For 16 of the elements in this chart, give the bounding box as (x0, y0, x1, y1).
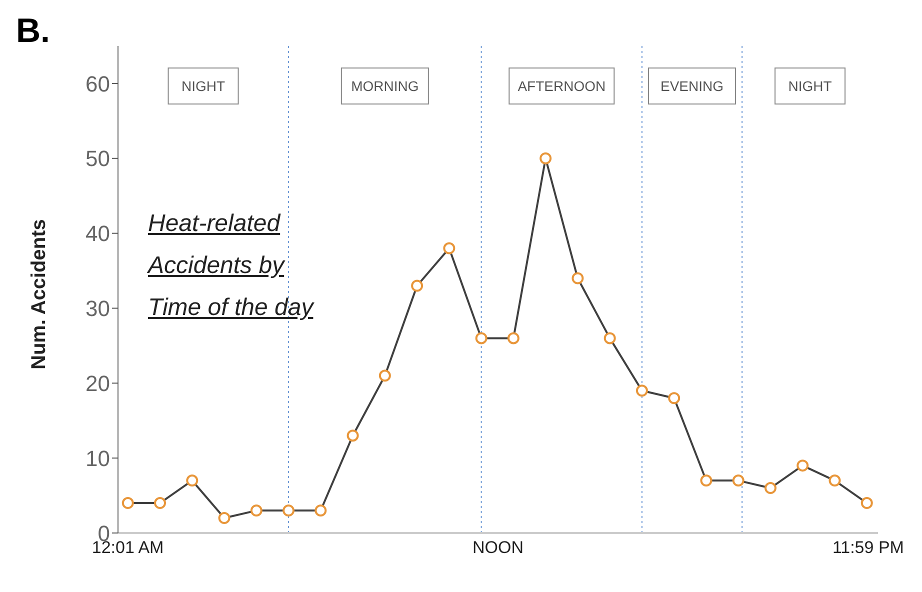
y-tick-label: 40 (86, 221, 110, 246)
chart-title: B. (16, 12, 50, 51)
annotation: NIGHT (788, 78, 832, 94)
annotation: NIGHT (181, 78, 226, 94)
y-tick-label: 30 (86, 296, 110, 322)
y-tick-label: 20 (86, 370, 110, 396)
annotation: Heat-related Accidents by Time of the day (148, 209, 316, 323)
annotation: EVENING (660, 78, 724, 94)
x-tick-label: NOON (472, 538, 524, 558)
y-tick-label: 60 (86, 71, 110, 96)
x-tick-label: 11:59 PM (832, 538, 904, 558)
y-axis-title: Num. Accidents (28, 219, 50, 370)
y-tick-label: 50 (86, 146, 110, 172)
y-tick-label: 10 (86, 446, 110, 471)
annotation: MORNING (351, 78, 419, 94)
annotation: AFTERNOON (518, 78, 606, 94)
